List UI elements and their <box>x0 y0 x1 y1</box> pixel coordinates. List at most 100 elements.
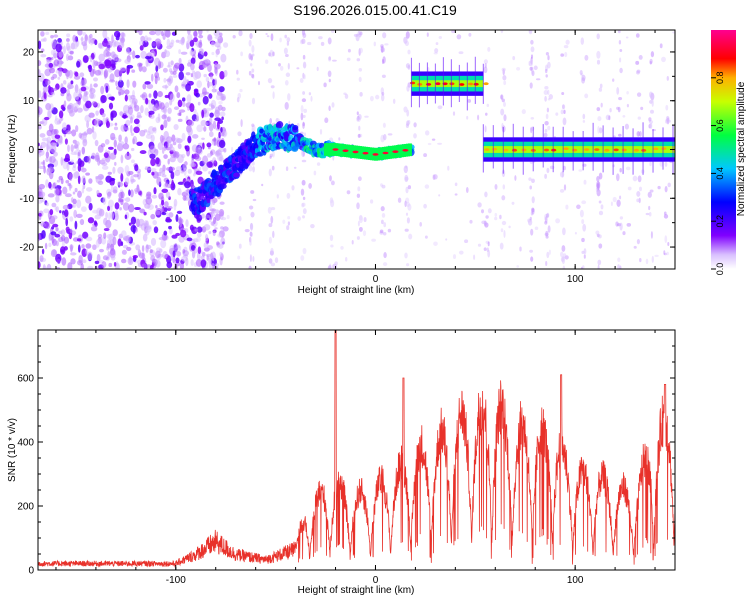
heatmap-cell <box>38 221 45 226</box>
heatmap-cell <box>501 98 505 103</box>
heatmap-cell <box>62 80 67 85</box>
heatmap-cell <box>433 52 438 55</box>
heatmap-cell <box>149 153 156 159</box>
heatmap-cell <box>115 80 118 87</box>
heatmap-cell <box>268 223 273 228</box>
heatmap-cell <box>201 213 205 219</box>
heatmap-cell <box>222 226 229 232</box>
heatmap-cell <box>103 217 108 226</box>
heatmap-cell <box>226 214 230 220</box>
heatmap-cell <box>185 83 191 92</box>
heatmap-cell <box>177 187 182 196</box>
heatmap-cell <box>157 142 164 151</box>
heatmap-cell <box>131 98 138 105</box>
heatmap-cell <box>91 152 96 160</box>
heatmap-cell <box>174 169 181 177</box>
heatmap-cell <box>251 123 255 128</box>
heatmap-cell <box>195 147 201 157</box>
heatmap-cell <box>547 89 550 95</box>
heatmap-cell <box>236 69 239 75</box>
heatmap-cell <box>640 106 644 111</box>
heatmap-cell <box>427 142 432 146</box>
heatmap-cell <box>284 34 288 39</box>
heatmap-cell <box>169 99 173 106</box>
heatmap-cell <box>138 63 143 72</box>
heatmap-cell <box>468 32 472 37</box>
heatmap-cell <box>648 117 652 122</box>
heatmap-cell <box>150 213 156 220</box>
heatmap-cell <box>51 202 57 208</box>
heatmap-cell <box>233 172 240 178</box>
heatmap-cell <box>213 30 221 37</box>
heatmap-cell <box>53 52 58 59</box>
heatmap-cell <box>126 67 130 75</box>
heatmap-cell <box>604 148 610 152</box>
heatmap-cell <box>51 238 57 247</box>
heatmap-cell <box>500 95 503 100</box>
heatmap-cell <box>150 168 157 172</box>
heatmap-cell <box>206 245 214 250</box>
heatmap-cell <box>52 249 57 256</box>
heatmap-cell <box>131 159 135 164</box>
heatmap-cell <box>206 81 213 87</box>
heatmap-cell <box>237 131 242 137</box>
heatmap-cell <box>180 37 185 46</box>
heatmap-cell <box>272 51 275 57</box>
spectrogram-y-label: Frequency (Hz) <box>7 115 18 184</box>
heatmap-cell <box>60 234 66 242</box>
heatmap-cell <box>344 93 349 99</box>
heatmap-cell <box>582 223 587 232</box>
colorbar-label: Normalized spectral amplitude <box>736 81 747 216</box>
heatmap-cell <box>300 39 304 45</box>
heatmap-cell <box>49 155 56 164</box>
heatmap-cell <box>120 230 127 239</box>
heatmap-cell <box>382 151 389 155</box>
heatmap-cell <box>207 194 215 199</box>
heatmap-cell <box>218 86 225 93</box>
heatmap-cell <box>535 78 541 81</box>
heatmap-cell <box>102 117 107 125</box>
heatmap-cell <box>327 37 332 45</box>
heatmap-cell <box>170 60 174 66</box>
heatmap-cell <box>316 66 319 72</box>
colorbar-tick-label: 0.6 <box>715 119 725 132</box>
heatmap-cell <box>563 253 567 258</box>
heatmap-cell <box>302 91 306 95</box>
heatmap-cell <box>178 71 185 81</box>
heatmap-cell <box>371 238 376 242</box>
heatmap-cell <box>473 254 476 260</box>
heatmap-cell <box>413 122 417 128</box>
heatmap-cell <box>146 83 154 90</box>
y-tick-label: -20 <box>20 243 35 254</box>
heatmap-cell <box>133 118 140 125</box>
heatmap-cell <box>63 100 67 108</box>
heatmap-cell <box>605 114 611 121</box>
heatmap-cell <box>617 264 621 269</box>
heatmap-cell <box>65 129 72 135</box>
heatmap-cell <box>609 108 612 113</box>
heatmap-cell <box>529 249 534 253</box>
heatmap-cell <box>454 193 458 196</box>
heatmap-cell <box>285 53 289 58</box>
heatmap-cell <box>483 220 487 226</box>
heatmap-cell <box>167 61 171 68</box>
heatmap-cell <box>39 133 46 138</box>
heatmap-cell <box>565 204 569 210</box>
heatmap-cell <box>503 230 506 238</box>
heatmap-cell <box>528 177 532 181</box>
colorbar-tick-label: 0.0 <box>715 263 725 276</box>
heatmap-cell <box>331 102 335 108</box>
heatmap-cell <box>130 132 134 136</box>
heatmap-cell <box>600 204 604 210</box>
heatmap-cell <box>184 78 188 86</box>
heatmap-cell <box>638 186 643 192</box>
heatmap-cell <box>302 121 305 129</box>
heatmap-cell <box>122 143 130 150</box>
heatmap-cell <box>303 132 307 137</box>
heatmap-cell <box>50 34 54 39</box>
heatmap-cell <box>546 107 550 113</box>
heatmap-cell <box>302 247 307 255</box>
heatmap-cell <box>214 66 218 74</box>
heatmap-cell <box>119 207 122 211</box>
heatmap-cell <box>340 246 344 250</box>
